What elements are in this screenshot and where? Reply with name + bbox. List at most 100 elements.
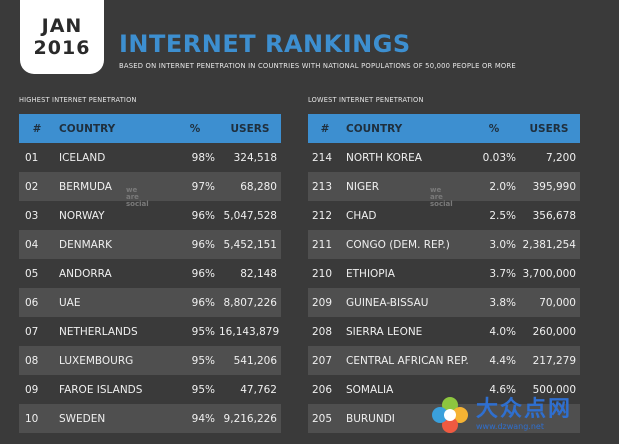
cell-users: 541,206	[233, 354, 277, 367]
cell-rank: 208	[312, 325, 333, 338]
cell-country: UAE	[59, 296, 81, 309]
cell-rank: 210	[312, 267, 333, 280]
table-row: 206 SOMALIA 4.6% 500,000	[308, 375, 580, 404]
cell-rank: 212	[312, 209, 333, 222]
cell-rank: 214	[312, 151, 333, 164]
watermark-line: are	[430, 193, 443, 201]
cell-rank: 10	[25, 412, 39, 425]
cell-percent: 95%	[191, 325, 215, 338]
cell-rank: 07	[25, 325, 39, 338]
cell-percent: 3.0%	[489, 238, 516, 251]
table-row: 209 GUINEA-BISSAU 3.8% 70,000	[308, 288, 580, 317]
site-logo-text: 大众点网	[476, 397, 573, 422]
cell-country: NIGER	[346, 180, 380, 193]
watermark-line: social	[430, 200, 453, 208]
cell-users: 395,990	[532, 180, 576, 193]
cell-percent: 3.7%	[489, 267, 516, 280]
cell-country: LUXEMBOURG	[59, 354, 134, 367]
header-users: USERS	[529, 122, 569, 135]
table-row: 02 BERMUDA 97% 68,280	[19, 172, 281, 201]
cell-rank: 02	[25, 180, 39, 193]
cell-percent: 96%	[191, 296, 215, 309]
header-country: COUNTRY	[59, 122, 116, 135]
cell-percent: 97%	[191, 180, 215, 193]
cell-rank: 01	[25, 151, 39, 164]
highest-table-title: HIGHEST INTERNET PENETRATION	[19, 96, 137, 104]
table-row: 05 ANDORRA 96% 82,148	[19, 259, 281, 288]
watermark-line: social	[126, 200, 149, 208]
table-row: 09 FAROE ISLANDS 95% 47,762	[19, 375, 281, 404]
watermark-line: we	[126, 186, 138, 194]
cell-country: SOMALIA	[346, 383, 394, 396]
header-percent: %	[488, 122, 500, 135]
cell-country: DENMARK	[59, 238, 112, 251]
table-row: 10 SWEDEN 94% 9,216,226	[19, 404, 281, 433]
cell-percent: 0.03%	[482, 151, 516, 164]
cell-country: ETHIOPIA	[346, 267, 395, 280]
table-row: 01 ICELAND 98% 324,518	[19, 143, 281, 172]
table-header: # COUNTRY% USERS	[19, 114, 281, 143]
cell-users: 7,200	[545, 151, 576, 164]
cell-rank: 205	[312, 412, 333, 425]
cell-country: NORWAY	[59, 209, 105, 222]
cell-country: SIERRA LEONE	[346, 325, 423, 338]
cell-country: GUINEA-BISSAU	[346, 296, 429, 309]
cell-percent: 2.0%	[489, 180, 516, 193]
cell-percent: 4.0%	[489, 325, 516, 338]
cell-country: BURUNDI	[346, 412, 395, 425]
header-percent: %	[189, 122, 201, 135]
cell-rank: 207	[312, 354, 333, 367]
table-row: 04 DENMARK 96% 5,452,151	[19, 230, 281, 259]
cell-percent: 98%	[191, 151, 215, 164]
cell-rank: 206	[312, 383, 333, 396]
badge-year: 2016	[33, 37, 91, 59]
cell-percent: 4.6%	[489, 383, 516, 396]
cell-country: SWEDEN	[59, 412, 106, 425]
cell-percent: 95%	[191, 354, 215, 367]
cell-percent: 96%	[191, 209, 215, 222]
cell-country: BERMUDA	[59, 180, 112, 193]
flower-logo-icon	[432, 397, 468, 433]
cell-percent: 95%	[191, 383, 215, 396]
cell-country: NETHERLANDS	[59, 325, 138, 338]
header-users: USERS	[230, 122, 270, 135]
cell-users: 82,148	[240, 267, 277, 280]
header-country: COUNTRY	[346, 122, 403, 135]
cell-country: ANDORRA	[59, 267, 112, 280]
page-subtitle: BASED ON INTERNET PENETRATION IN COUNTRI…	[119, 62, 516, 70]
cell-rank: 04	[25, 238, 39, 251]
lowest-table-title: LOWEST INTERNET PENETRATION	[308, 96, 424, 104]
table-row: 08 LUXEMBOURG 95% 541,206	[19, 346, 281, 375]
cell-users: 2,381,254	[522, 238, 576, 251]
site-logo: 大众点网 www.dzwang.net	[430, 386, 619, 444]
cell-users: 5,452,151	[223, 238, 277, 251]
cell-users: 68,280	[240, 180, 277, 193]
date-badge: JAN 2016	[20, 0, 104, 74]
cell-country: CONGO (DEM. REP.)	[346, 238, 450, 251]
cell-rank: 211	[312, 238, 333, 251]
table-row: 06 UAE 96% 8,807,226	[19, 288, 281, 317]
badge-month: JAN	[41, 15, 83, 37]
cell-percent: 2.5%	[489, 209, 516, 222]
cell-users: 70,000	[539, 296, 576, 309]
cell-country: FAROE ISLANDS	[59, 383, 143, 396]
table-row: 03 NORWAY 96% 5,047,528	[19, 201, 281, 230]
cell-users: 500,000	[532, 383, 576, 396]
cell-percent: 96%	[191, 267, 215, 280]
table-row: 207 CENTRAL AFRICAN REP. 4.4% 217,279	[308, 346, 580, 375]
cell-rank: 09	[25, 383, 39, 396]
cell-rank: 06	[25, 296, 39, 309]
table-row: 214 NORTH KOREA 0.03% 7,200	[308, 143, 580, 172]
cell-users: 9,216,226	[223, 412, 277, 425]
cell-country: CHAD	[346, 209, 377, 222]
highest-penetration-table: # COUNTRY% USERS 01 ICELAND 98% 324,518 02 BERMU…	[19, 114, 281, 433]
header-rank: #	[32, 122, 42, 135]
cell-percent: 96%	[191, 238, 215, 251]
cell-users: 356,678	[532, 209, 576, 222]
cell-percent: 94%	[191, 412, 215, 425]
cell-rank: 08	[25, 354, 39, 367]
table-row: 213 NIGER 2.0% 395,990	[308, 172, 580, 201]
table-header: # COUNTRY% USERS	[308, 114, 580, 143]
cell-users: 8,807,226	[223, 296, 277, 309]
cell-users: 324,518	[233, 151, 277, 164]
